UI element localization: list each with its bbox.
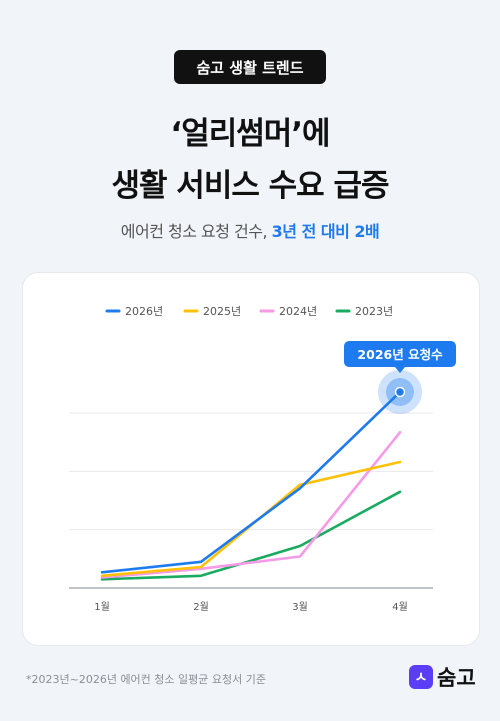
legend-label: 2024년	[279, 305, 317, 318]
headline-line-2: 생활 서비스 수요 급증	[111, 168, 389, 204]
legend-label: 2023년	[355, 305, 393, 318]
x-tick-label: 3월	[292, 601, 308, 613]
footnote: *2023년~2026년 에어컨 청소 일평균 요청서 기준	[26, 673, 266, 686]
logo-mark-icon: ㅅ	[409, 665, 433, 689]
series-line	[100, 490, 402, 581]
callout-box	[344, 341, 456, 367]
line-chart: 1월 2월 3월 4월 2026년 2025년 2024년 2023년 2026년 요청수	[69, 305, 456, 613]
subtitle-prefix: 에어컨 청소 요청 건수,	[120, 222, 272, 241]
series-line	[100, 431, 402, 579]
legend-label: 2026년	[125, 305, 163, 318]
logo-text: 숨고	[437, 666, 476, 690]
callout-pointer	[395, 367, 405, 373]
category-badge: 숨고 생활 트렌드	[174, 50, 326, 84]
subtitle: 에어컨 청소 요청 건수, 3년 전 대비 2배	[0, 218, 500, 242]
headline-line-1: ‘얼리썸머’에	[170, 116, 330, 152]
x-tick-label: 4월	[392, 601, 408, 613]
series-line	[100, 460, 402, 578]
series-line	[100, 390, 402, 574]
x-tick-label: 1월	[94, 601, 110, 613]
brand-logo: ㅅ 숨고	[409, 662, 476, 692]
subtitle-highlight: 3년 전 대비 2배	[271, 222, 380, 241]
callout-label: 2026년 요청수	[357, 347, 443, 362]
legend-label: 2025년	[203, 305, 241, 318]
highlight-point	[394, 386, 406, 398]
x-tick-label: 2월	[193, 601, 209, 613]
chart-card: 1월 2월 3월 4월 2026년 2025년 2024년 2023년 2026년 요청수	[22, 272, 480, 646]
